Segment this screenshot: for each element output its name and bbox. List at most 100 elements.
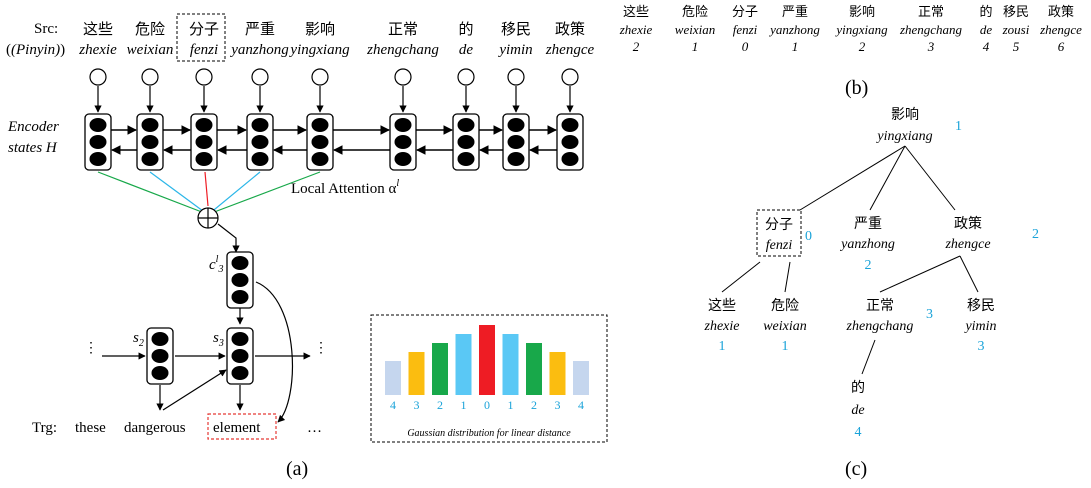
- decoder-states: [146, 327, 254, 385]
- node-weixian-py: weixian: [763, 319, 807, 334]
- node-yimin-py: yimin: [963, 319, 996, 334]
- panel-b-word-pinyin: zousi: [1002, 22, 1030, 37]
- encoder-cell: [136, 113, 164, 171]
- node-root-cn: 影响: [891, 107, 919, 123]
- gaussian-bar: [526, 343, 542, 395]
- node-zhexie-distance: 1: [719, 339, 726, 354]
- node-weixian-distance: 1: [782, 339, 789, 354]
- encoder-cell: [246, 113, 274, 171]
- panel-b-word-distance: 2: [859, 39, 866, 54]
- panel-b-word-cn: 危险: [682, 5, 708, 20]
- panel-b-word-pinyin: zhengchang: [899, 22, 963, 37]
- node-de-py: de: [851, 403, 864, 418]
- panel-b-word-row: 这些 zhexie 2 危险 weixian 1 分子 fenzi 0 严重 yanzhong 1 影响…: [619, 4, 1082, 54]
- panel-b-word-pinyin: yanzhong: [768, 22, 820, 37]
- src-word-cn: 分子: [189, 20, 219, 38]
- panel-b-word-distance: 1: [692, 39, 699, 54]
- src-word-pinyin: de: [459, 42, 474, 58]
- node-de-distance: 4: [855, 425, 862, 440]
- node-root-py: yingxiang: [875, 129, 932, 144]
- node-yanzhong-distance: 2: [865, 258, 872, 273]
- gaussian-bar: [549, 352, 566, 395]
- encoder-label-1: Encoder: [7, 119, 59, 135]
- sum-to-context-arrow: [217, 223, 240, 253]
- encoder-label-2: states H: [8, 140, 58, 156]
- gaussian-bar-label: 4: [578, 398, 584, 412]
- node-zhexie-py: zhexie: [704, 319, 740, 334]
- gaussian-bar-label: 1: [508, 398, 514, 412]
- decoder-cell-s3: [226, 327, 254, 385]
- src-word-pinyin: zhengce: [545, 42, 595, 58]
- panel-c: 影响 yingxiang 1 分子 fenzi 0 严重 yanzhong 2 …: [704, 107, 1039, 480]
- node-yimin-distance: 3: [978, 339, 985, 354]
- pinyin-label-text: (Pinyin): [11, 42, 60, 58]
- node-yanzhong-cn: 严重: [854, 216, 882, 232]
- encoder-states: [84, 68, 584, 171]
- src-word-cn: 政策: [555, 20, 585, 38]
- gaussian-bar-label: 0: [484, 398, 490, 412]
- src-word-pinyin: zhengchang: [366, 42, 439, 58]
- input-node: [251, 68, 269, 86]
- encoder-cell: [502, 113, 530, 171]
- pinyin-label: ((Pinyin)): [6, 42, 65, 58]
- panel-b-word-cn: 正常: [918, 5, 944, 20]
- gaussian-bar: [385, 361, 401, 395]
- context-label: cl3: [209, 254, 223, 275]
- panel-b-word-cn: 影响: [849, 4, 875, 20]
- input-node: [561, 68, 579, 86]
- node-zhengchang-py: zhengchang: [846, 319, 914, 334]
- node-root-distance: 1: [955, 119, 962, 134]
- encoder-cell: [84, 113, 112, 171]
- gaussian-bar: [408, 352, 425, 395]
- panel-b-word-pinyin: zhexie: [619, 22, 653, 37]
- caption-a: (a): [286, 458, 308, 480]
- encoder-cell: [389, 113, 417, 171]
- tree-edges: [721, 145, 979, 375]
- gaussian-bar: [432, 343, 448, 395]
- src-word-pinyin: weixian: [127, 42, 174, 58]
- node-zhengce-cn: 政策: [954, 215, 982, 232]
- node-de-cn: 的: [851, 380, 865, 396]
- fenzi-highlight-box: [176, 13, 226, 62]
- node-zhengchang-distance: 3: [926, 307, 933, 322]
- gaussian-bar-label: 2: [531, 398, 537, 412]
- node-weixian-cn: 危险: [771, 298, 799, 314]
- element-highlight-box: [207, 413, 277, 440]
- input-node: [394, 68, 412, 86]
- panel-b-word-pinyin: weixian: [675, 22, 715, 37]
- src-word-pinyin: yimin: [497, 42, 532, 58]
- source-word-row: 这些 zhexie 危险 weixian 分子 fenzi 严重 yanzhong 影响 ying…: [78, 20, 594, 58]
- left-dots: ⋮: [84, 341, 98, 356]
- input-node: [311, 68, 329, 86]
- trg-word-these: these: [75, 420, 106, 436]
- gaussian-box: [370, 314, 608, 443]
- panel-b-word-distance: 1: [792, 39, 799, 54]
- panel-b-word-distance: 6: [1058, 39, 1065, 54]
- input-node: [89, 68, 107, 86]
- src-word-cn: 严重: [245, 20, 275, 38]
- input-node: [195, 68, 213, 86]
- panel-b-word-cn: 的: [979, 4, 992, 20]
- panel-b-word-pinyin: yingxiang: [834, 22, 888, 37]
- node-yimin-cn: 移民: [967, 298, 995, 314]
- node-zhengce-distance: 2: [1032, 227, 1039, 242]
- gaussian-bars: 4 3 2 1 0 1 2 3 4: [385, 325, 589, 412]
- encoder-cell: [556, 113, 584, 171]
- panel-a: Src: ((Pinyin)) 这些 zhexie 危险 weixian 分子 fenzi…: [6, 13, 608, 480]
- panel-b-word-pinyin: fenzi: [733, 22, 758, 37]
- panel-b-word-pinyin: de: [980, 22, 993, 37]
- node-zhengchang-cn: 正常: [866, 298, 894, 314]
- caption-b: (b): [845, 77, 868, 99]
- panel-b-word-cn: 这些: [623, 4, 649, 20]
- gaussian-bar-label: 1: [461, 398, 467, 412]
- node-fenzi-py: fenzi: [766, 238, 793, 253]
- gaussian-bar-label: 3: [555, 398, 561, 412]
- gaussian-bar: [455, 334, 472, 395]
- src-word-pinyin: yanzhong: [229, 42, 289, 58]
- panel-b-word-distance: 0: [742, 39, 749, 54]
- src-word-cn: 正常: [388, 20, 418, 38]
- panel-b-word-cn: 严重: [782, 4, 808, 20]
- right-dots: ⋮: [314, 341, 328, 356]
- input-node: [507, 68, 525, 86]
